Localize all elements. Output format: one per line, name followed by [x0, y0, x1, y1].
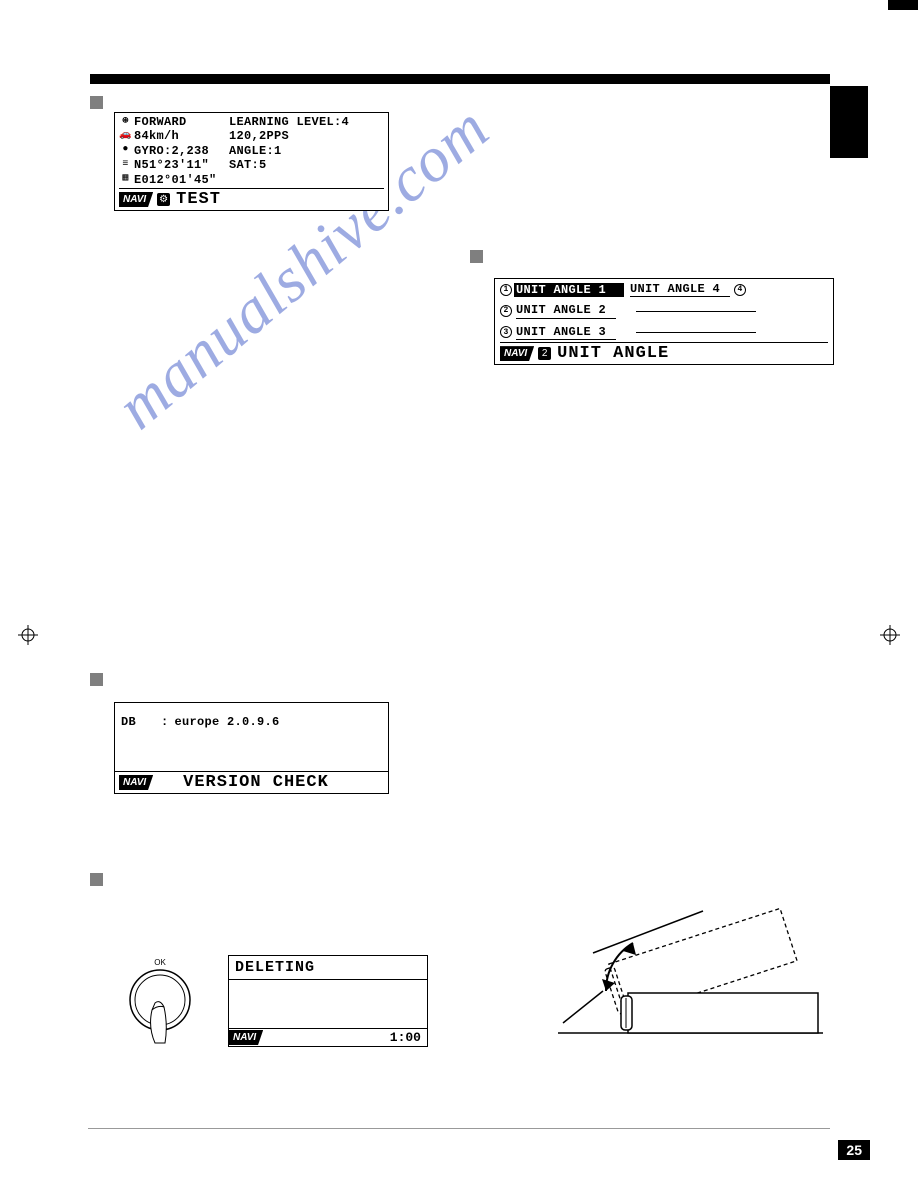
page-number: 25 [838, 1140, 870, 1160]
car-icon: 🚗 [119, 129, 132, 142]
version-check-screen: DB : europe 2.0.9.6 NAVI VERSION CHECK [114, 702, 389, 794]
test-row-2-col1: GYRO:2,238 [134, 144, 229, 158]
number-2-icon: 2 [538, 347, 551, 360]
test-row-3-col2: SAT:5 [229, 158, 267, 172]
test-row-1-col1: 84km/h [134, 129, 229, 143]
navi-badge-2: NAVI [500, 346, 534, 361]
unit-angle-row-1: 2 UNIT ANGLE 2 [500, 303, 828, 318]
unit-angle-4-label[interactable]: UNIT ANGLE 4 [630, 282, 730, 297]
unit-angle-2-label[interactable]: UNIT ANGLE 2 [516, 303, 616, 318]
gear-icon: ⚙ [157, 193, 170, 206]
test-row-3: ≡ N51°23'11" SAT:5 [119, 158, 384, 172]
option-number-4: 4 [734, 284, 746, 296]
test-row-2-col2: ANGLE:1 [229, 144, 282, 158]
ok-button-illustration: OK [120, 955, 200, 1050]
unit-angle-row-0: 1 UNIT ANGLE 1 UNIT ANGLE 4 4 [500, 282, 828, 297]
section-marker-4 [90, 873, 103, 886]
option-number-2: 2 [500, 305, 512, 317]
side-thumb-tab [830, 86, 868, 158]
deleting-time: 1:00 [390, 1030, 421, 1045]
footer-divider [88, 1128, 830, 1129]
option-number-3: 3 [500, 326, 512, 338]
unit-angle-screen: 1 UNIT ANGLE 1 UNIT ANGLE 4 4 2 UNIT ANG… [494, 278, 834, 365]
section-marker-3 [90, 673, 103, 686]
unit-angle-1-label[interactable]: UNIT ANGLE 1 [514, 283, 624, 297]
deleting-screen: DELETING NAVI 1:00 [228, 955, 428, 1047]
forward-icon: ⊛ [119, 115, 132, 128]
page-corner-mark [888, 0, 918, 10]
header-divider-bar [90, 74, 830, 84]
test-row-3-col1: N51°23'11" [134, 158, 229, 172]
db-label: DB [121, 715, 161, 729]
db-colon: : [161, 715, 169, 729]
ok-button-label: OK [154, 958, 166, 967]
dot-icon: ● [119, 144, 132, 157]
test-row-4: ▦ E012°01'45" [119, 173, 384, 187]
test-screen-title: TEST [176, 190, 221, 209]
test-screen: ⊛ FORWARD LEARNING LEVEL:4 🚗 84km/h 120,… [114, 112, 389, 211]
test-row-1-col2: 120,2PPS [229, 129, 289, 143]
test-row-1: 🚗 84km/h 120,2PPS [119, 129, 384, 143]
test-row-0-col1: FORWARD [134, 115, 229, 129]
navi-badge: NAVI [119, 192, 153, 207]
test-row-4-col1: E012°01'45" [134, 173, 229, 187]
db-value: europe 2.0.9.6 [175, 715, 280, 729]
unit-angle-row-2: 3 UNIT ANGLE 3 [500, 325, 828, 340]
blank-option-5 [636, 311, 756, 312]
deleting-title: DELETING [235, 959, 315, 976]
section-marker-1 [90, 96, 103, 109]
version-row: DB : europe 2.0.9.6 [121, 715, 382, 729]
registration-mark-left [18, 625, 38, 645]
unit-angle-diagram [558, 903, 833, 1053]
unit-angle-3-label[interactable]: UNIT ANGLE 3 [516, 325, 616, 340]
navi-badge-3: NAVI [119, 775, 153, 790]
test-row-2: ● GYRO:2,238 ANGLE:1 [119, 144, 384, 158]
blank-option-6 [636, 332, 756, 333]
list-icon: ≡ [119, 158, 132, 171]
unit-angle-title: UNIT ANGLE [557, 344, 669, 363]
navi-badge-4: NAVI [229, 1030, 263, 1045]
version-check-title: VERSION CHECK [183, 773, 329, 792]
grid-icon: ▦ [119, 173, 132, 186]
test-row-0-col2: LEARNING LEVEL:4 [229, 115, 349, 129]
registration-mark-right [880, 625, 900, 645]
test-row-0: ⊛ FORWARD LEARNING LEVEL:4 [119, 115, 384, 129]
section-marker-2 [470, 250, 483, 263]
option-number-1: 1 [500, 284, 512, 296]
